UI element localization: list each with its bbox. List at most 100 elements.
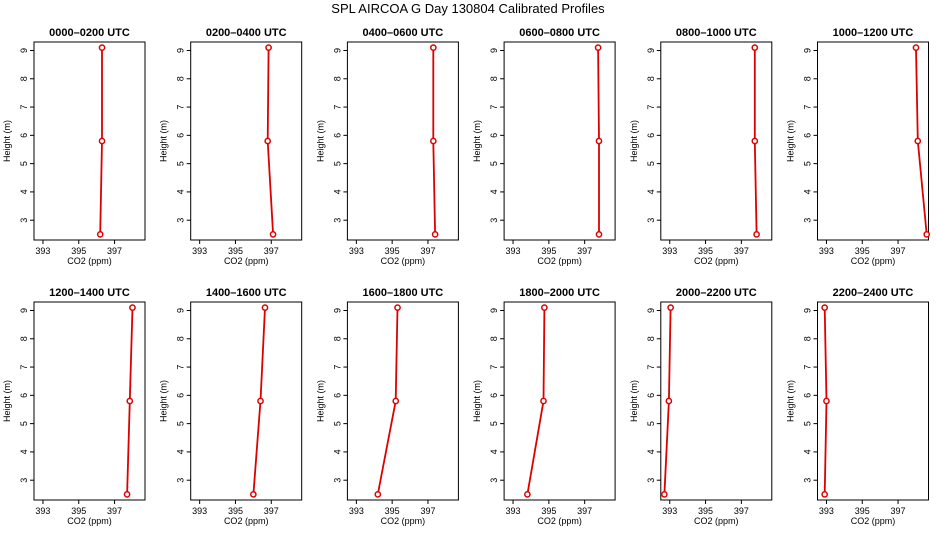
x-tick-label: 393: [506, 506, 521, 516]
y-tick-label: 7: [19, 365, 29, 370]
profile-point: [96, 230, 104, 238]
profile-point: [594, 44, 602, 52]
panel-title: 0600–0800 UTC: [519, 27, 600, 39]
y-tick-label: 3: [332, 478, 342, 483]
y-tick-label: 3: [803, 218, 813, 223]
profile-point: [753, 230, 760, 238]
plot-frame: [503, 301, 616, 501]
x-tick-label: 397: [420, 506, 435, 516]
y-axis-label: Height (m): [629, 120, 639, 162]
y-tick-label: 9: [489, 308, 499, 313]
x-tick-label: 395: [541, 506, 556, 516]
y-axis-label: Height (m): [2, 120, 12, 162]
profile-point: [751, 137, 759, 145]
y-tick-label: 5: [19, 421, 29, 426]
y-tick-label: 6: [332, 133, 342, 138]
y-tick-label: 9: [176, 48, 186, 53]
y-tick-label: 9: [176, 308, 186, 313]
y-tick-label: 5: [176, 421, 186, 426]
page-title: SPL AIRCOA G Day 130804 Calibrated Profi…: [331, 1, 605, 16]
y-axis-label: Height (m): [2, 380, 12, 422]
y-tick-label: 8: [489, 336, 499, 341]
profile-point: [431, 230, 439, 238]
profile-point: [595, 230, 603, 238]
y-tick-label: 9: [19, 48, 29, 53]
profile-point: [524, 490, 531, 498]
y-tick-label: 9: [803, 308, 813, 313]
plot-frame: [33, 301, 146, 501]
y-tick-label: 8: [332, 76, 342, 81]
x-tick-label: 393: [35, 246, 50, 256]
x-axis-label: CO2 (ppm): [694, 516, 739, 526]
y-tick-label: 7: [646, 105, 656, 110]
plot-frame: [817, 301, 929, 501]
y-tick-label: 6: [176, 133, 186, 138]
x-tick-label: 393: [819, 506, 834, 516]
x-axis-label: CO2 (ppm): [224, 256, 269, 266]
x-tick-label: 393: [662, 246, 677, 256]
profile-point: [912, 44, 920, 52]
y-tick-label: 4: [176, 449, 186, 454]
profile-point: [541, 304, 548, 312]
plot-frame: [503, 41, 616, 241]
y-tick-label: 5: [332, 161, 342, 166]
x-tick-label: 395: [385, 246, 400, 256]
y-tick-label: 8: [646, 336, 656, 341]
y-tick-label: 9: [646, 308, 656, 313]
y-tick-label: 6: [489, 133, 499, 138]
panel-title: 1600–1800 UTC: [363, 287, 444, 299]
y-tick-label: 7: [489, 365, 499, 370]
y-tick-label: 5: [332, 421, 342, 426]
profile-point: [257, 397, 264, 405]
y-tick-label: 4: [19, 189, 29, 194]
y-axis-label: Height (m): [159, 120, 169, 162]
x-axis-label: CO2 (ppm): [67, 516, 112, 526]
y-tick-label: 4: [489, 189, 499, 194]
x-axis-label: CO2 (ppm): [381, 256, 426, 266]
y-tick-label: 9: [803, 48, 813, 53]
y-tick-label: 5: [489, 161, 499, 166]
x-tick-label: 395: [71, 506, 86, 516]
y-tick-label: 4: [19, 449, 29, 454]
y-tick-label: 6: [176, 393, 186, 398]
x-tick-label: 393: [192, 506, 207, 516]
y-tick-label: 6: [332, 393, 342, 398]
y-axis-label: Height (m): [786, 120, 796, 162]
x-tick-label: 395: [385, 506, 400, 516]
profile-point: [923, 230, 931, 238]
x-tick-label: 397: [107, 506, 122, 516]
x-tick-label: 395: [541, 246, 556, 256]
y-tick-label: 7: [176, 105, 186, 110]
y-tick-label: 8: [176, 336, 186, 341]
profile-point: [98, 44, 106, 52]
x-tick-label: 397: [577, 246, 592, 256]
y-tick-label: 6: [19, 393, 29, 398]
plot-frame: [660, 301, 773, 501]
plot-frame: [346, 301, 459, 501]
x-tick-label: 395: [228, 246, 243, 256]
x-tick-label: 397: [577, 506, 592, 516]
profile-point: [394, 304, 401, 312]
y-tick-label: 8: [19, 336, 29, 341]
y-tick-label: 5: [803, 161, 813, 166]
profile-point: [374, 490, 382, 498]
x-axis-label: CO2 (ppm): [381, 516, 426, 526]
y-tick-label: 7: [489, 105, 499, 110]
y-tick-label: 6: [489, 393, 499, 398]
y-tick-label: 6: [803, 393, 813, 398]
y-tick-label: 3: [803, 478, 813, 483]
x-tick-label: 393: [35, 506, 50, 516]
x-axis-label: CO2 (ppm): [67, 256, 112, 266]
y-tick-label: 7: [332, 105, 342, 110]
y-tick-label: 6: [19, 133, 29, 138]
profile-point: [821, 304, 829, 312]
x-tick-label: 393: [349, 246, 364, 256]
